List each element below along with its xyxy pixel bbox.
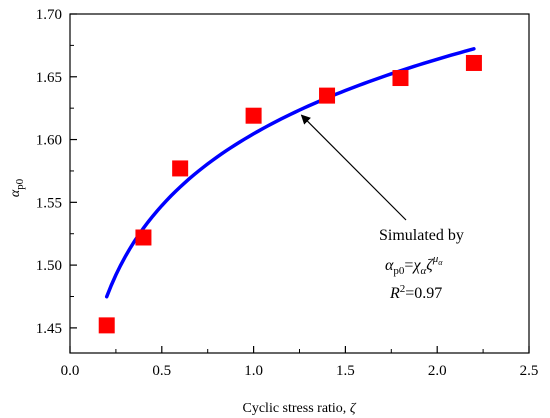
y-tick-label: 1.45 (36, 321, 62, 337)
r2-r: R (389, 285, 400, 302)
annotation: Simulated by αp0=χαζμα R2=0.97 (379, 227, 464, 302)
x-axis-label: Cyclic stress ratio, ζ (243, 401, 357, 416)
formula-chi-sub: α (420, 265, 426, 277)
formula-chi: χ (411, 257, 421, 274)
x-tick-label: 0.5 (152, 363, 171, 379)
x-axis-label-text: Cyclic stress ratio, (243, 401, 350, 416)
data-point (319, 87, 336, 104)
data-point (135, 229, 152, 246)
y-tick-label: 1.50 (36, 258, 62, 274)
x-tick-label: 2.5 (520, 363, 539, 379)
annotation-arrow (300, 114, 407, 221)
x-tick-label: 1.0 (244, 363, 263, 379)
y-axis-label-sub: p0 (14, 178, 26, 190)
data-point (465, 54, 482, 71)
x-tick-label: 2.0 (428, 363, 447, 379)
r2-value: =0.97 (405, 285, 442, 302)
plot-frame (69, 13, 530, 354)
x-axis-tick-labels: 0.0 0.5 1.0 1.5 2.0 2.5 (61, 363, 539, 379)
x-tick-label: 0.0 (61, 363, 80, 379)
formula-mu-sub: α (438, 258, 443, 267)
annotation-formula: αp0=χαζμα (385, 253, 443, 277)
data-points (98, 54, 482, 334)
formula-zeta: ζ (426, 257, 434, 274)
y-tick-label: 1.65 (36, 70, 62, 86)
y-axis-label-symbol: α (8, 189, 23, 197)
y-axis-label: αp0 (8, 178, 26, 197)
x-axis-ticks (69, 346, 530, 353)
data-point (245, 107, 262, 124)
data-point (98, 317, 115, 334)
formula-alpha-sub: p0 (393, 265, 405, 277)
formula-alpha: α (385, 257, 394, 274)
y-tick-label: 1.70 (36, 7, 62, 23)
x-tick-label: 1.5 (336, 363, 355, 379)
r2-sup: 2 (400, 283, 406, 295)
annotation-line1: Simulated by (379, 227, 464, 244)
fitted-curve (104, 47, 476, 299)
y-axis-tick-labels: 1.45 1.50 1.55 1.60 1.65 1.70 (36, 7, 62, 337)
data-point (392, 70, 409, 87)
y-tick-label: 1.55 (36, 195, 62, 211)
formula-mu: μ (432, 253, 439, 265)
formula-equals: = (404, 257, 413, 274)
x-axis-label-symbol: ζ (350, 401, 357, 416)
annotation-r2: R2=0.97 (389, 283, 442, 302)
data-point (172, 160, 189, 177)
y-tick-label: 1.60 (36, 133, 62, 149)
y-axis-ticks (70, 13, 77, 329)
